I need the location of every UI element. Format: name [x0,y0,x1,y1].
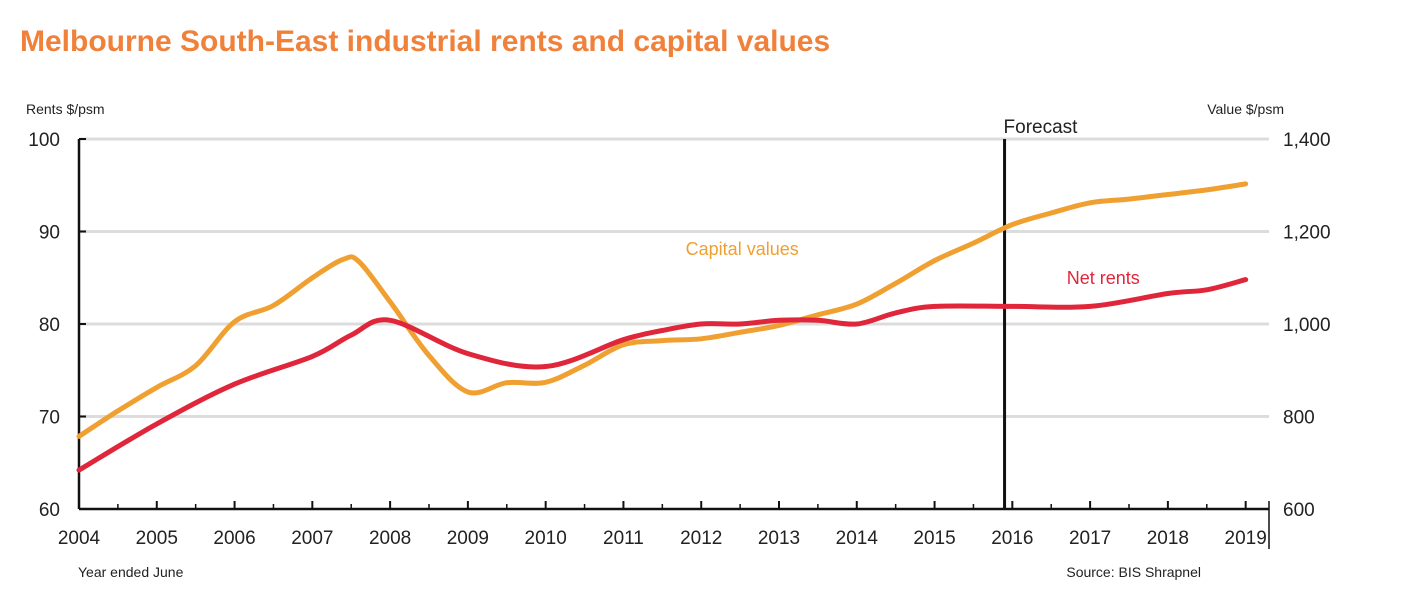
y-left-tick-label: 70 [39,408,60,429]
y-left-tick-label: 90 [39,223,60,244]
capital-values-label: Capital values [686,239,799,259]
x-tick-label: 2008 [369,528,411,549]
x-tick-label: 2012 [680,528,722,549]
capital-values-line [76,181,1249,439]
x-tick-label: 2015 [913,528,955,549]
source-note: Source: BIS Shrapnel [1066,564,1201,580]
x-tick-label: 2011 [603,528,644,549]
y-left-tick-label: 60 [39,500,60,521]
x-axis-title: Year ended June [78,564,184,580]
x-tick-label: 2017 [1069,528,1111,549]
y-left-tick-label: 80 [39,315,60,336]
x-tick-label: 2013 [758,528,800,549]
x-tick-label: 2014 [836,528,879,549]
y-right-tick-label: 1,400 [1283,130,1331,151]
x-tick-label: 2005 [136,528,178,549]
chart-labels: 60 70 80 90 100 600 800 1,000 1,200 1,400 2004 2005… [28,117,1330,549]
y-right-tick-label: 1,000 [1283,315,1331,336]
forecast-label: Forecast [1004,117,1079,138]
x-tick-label: 2019 [1225,528,1267,549]
x-tick-label: 2018 [1147,528,1189,549]
x-tick-label: 2010 [525,528,567,549]
y-left-tick-label: 100 [28,130,60,151]
y-right-tick-label: 600 [1283,500,1315,521]
left-axis-title: Rents $/psm [26,101,105,117]
x-tick-label: 2016 [991,528,1033,549]
x-tick-label: 2007 [291,528,333,549]
gridlines [79,137,1269,418]
chart-title: Melbourne South-East industrial rents an… [20,25,831,58]
net-rents-label: Net rents [1067,268,1140,288]
right-axis-title: Value $/psm [1207,101,1284,117]
net-rents-line [76,277,1249,473]
series-lines [76,181,1249,473]
x-tick-label: 2009 [447,528,489,549]
y-right-tick-label: 800 [1283,408,1315,429]
y-right-tick-label: 1,200 [1283,223,1331,244]
axes [77,138,1270,549]
x-tick-label: 2006 [213,528,255,549]
x-tick-label: 2004 [58,528,101,549]
